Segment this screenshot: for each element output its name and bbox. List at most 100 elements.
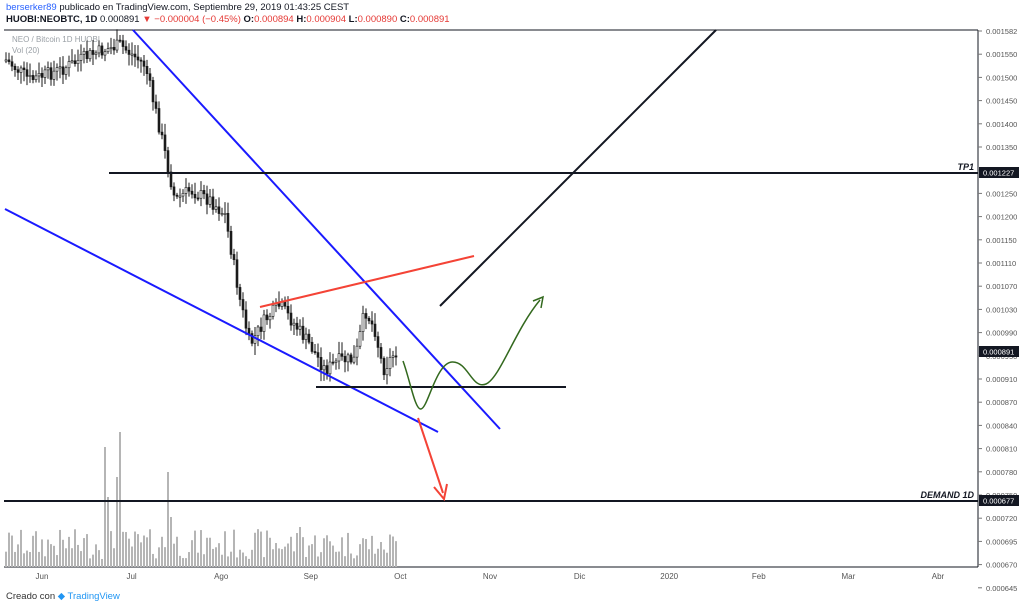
created-with-text: Creado con xyxy=(6,591,56,602)
candle-body xyxy=(244,309,248,329)
candle-body xyxy=(232,254,236,261)
demand-price-tag-text: 0.000677 xyxy=(983,497,1014,506)
ohlc-l-label: L: xyxy=(348,14,358,25)
ohlc-o-label: O: xyxy=(243,14,255,25)
candle-body xyxy=(31,75,35,80)
volume-bar xyxy=(350,553,352,567)
volume-bar xyxy=(314,535,316,567)
channel-upper-line xyxy=(132,29,501,430)
volume-bar xyxy=(344,556,346,567)
candle-body xyxy=(331,361,335,364)
price-tick-label: 0.001582 xyxy=(986,27,1017,36)
volume-bar xyxy=(113,548,115,567)
volume-bar xyxy=(122,531,124,567)
candle-body xyxy=(214,206,218,210)
volume-bar xyxy=(5,551,7,567)
candle-body xyxy=(298,325,302,330)
candle-body xyxy=(271,304,275,317)
candle-body xyxy=(199,190,203,199)
candle-body xyxy=(286,305,290,314)
volume-bar xyxy=(26,550,28,567)
volume-bar xyxy=(167,472,169,567)
volume-bar xyxy=(374,553,376,567)
price-tick-label: 0.000870 xyxy=(986,398,1017,407)
candle-body xyxy=(220,213,224,216)
volume-bar xyxy=(200,530,202,567)
candle-body xyxy=(73,60,77,65)
volume-bar xyxy=(110,531,112,567)
price-tick-label: 0.001350 xyxy=(986,143,1017,152)
candle-body xyxy=(13,65,17,71)
volume-bar xyxy=(287,543,289,567)
symbol-name: HUOBI:NEOBTC, 1D xyxy=(6,14,98,25)
volume-bar xyxy=(356,555,358,567)
volume-bar xyxy=(8,532,10,567)
candle-body xyxy=(346,354,350,363)
volume-bar xyxy=(41,539,43,567)
volume-bar xyxy=(365,539,367,567)
candle-body xyxy=(37,73,41,77)
volume-bar xyxy=(302,537,304,567)
time-tick-label: Feb xyxy=(752,572,766,581)
candle-body xyxy=(304,333,308,340)
volume-bar xyxy=(89,558,91,567)
volume-bar xyxy=(266,530,268,567)
candle-body xyxy=(181,193,185,197)
ohlc-open: 0.000894 xyxy=(254,14,294,25)
volume-bar xyxy=(209,537,211,567)
candle-body xyxy=(385,368,389,376)
candle-body xyxy=(238,287,242,300)
volume-bar xyxy=(308,545,310,567)
author-link[interactable]: berserker89 xyxy=(6,2,57,13)
candle-body xyxy=(184,187,188,194)
candle-body xyxy=(373,323,377,337)
candle-body xyxy=(283,301,287,307)
price-tick-label: 0.001110 xyxy=(986,259,1016,268)
candle-body xyxy=(19,67,23,73)
volume-bar xyxy=(290,536,292,567)
candle-body xyxy=(316,352,320,358)
candle-body xyxy=(295,322,299,330)
candle-body xyxy=(259,326,263,332)
symbol-line: HUOBI:NEOBTC, 1D 0.000891 ▼ −0.000004 (−… xyxy=(6,14,450,26)
volume-bar xyxy=(386,552,388,567)
tradingview-logo-icon[interactable]: ◆ xyxy=(57,591,66,602)
volume-bar xyxy=(197,552,199,567)
volume-bar xyxy=(104,447,106,567)
candle-body xyxy=(382,358,386,376)
time-tick-label: Ago xyxy=(214,572,229,581)
red-down-arrow-head xyxy=(433,483,448,502)
price-tick-label: 0.001070 xyxy=(986,282,1017,291)
volume-bar xyxy=(245,556,247,567)
volume-bar xyxy=(212,548,214,567)
candle-body xyxy=(262,314,266,332)
legend-faded-series: NEO / Bitcoin 1D HUOBI xyxy=(12,35,100,44)
candle-body xyxy=(160,131,164,136)
candle-body xyxy=(139,59,143,62)
candle-body xyxy=(313,351,317,353)
volume-bar xyxy=(182,558,184,567)
candle-body xyxy=(253,335,257,344)
price-tick-label: 0.000780 xyxy=(986,468,1017,477)
candle-body xyxy=(388,357,392,369)
candle-body xyxy=(247,327,251,334)
demand-label: DEMAND 1D xyxy=(920,490,974,500)
price-tick-label: 0.001550 xyxy=(986,50,1017,59)
candle-body xyxy=(145,66,149,74)
candle-body xyxy=(112,47,116,51)
candle-body xyxy=(193,193,197,199)
candle-body xyxy=(325,365,329,375)
tradingview-link[interactable]: TradingView xyxy=(67,591,120,602)
candle-body xyxy=(187,187,191,192)
candle-body xyxy=(76,60,80,65)
price-tick-label: 0.001200 xyxy=(986,213,1017,222)
volume-bar xyxy=(233,529,235,567)
volume-bar xyxy=(359,544,361,567)
candle-body xyxy=(118,39,122,42)
candle-body xyxy=(4,59,8,62)
volume-bar xyxy=(44,556,46,567)
volume-bar xyxy=(137,534,139,567)
candle-body xyxy=(22,67,26,70)
tp1-label: TP1 xyxy=(957,162,974,172)
